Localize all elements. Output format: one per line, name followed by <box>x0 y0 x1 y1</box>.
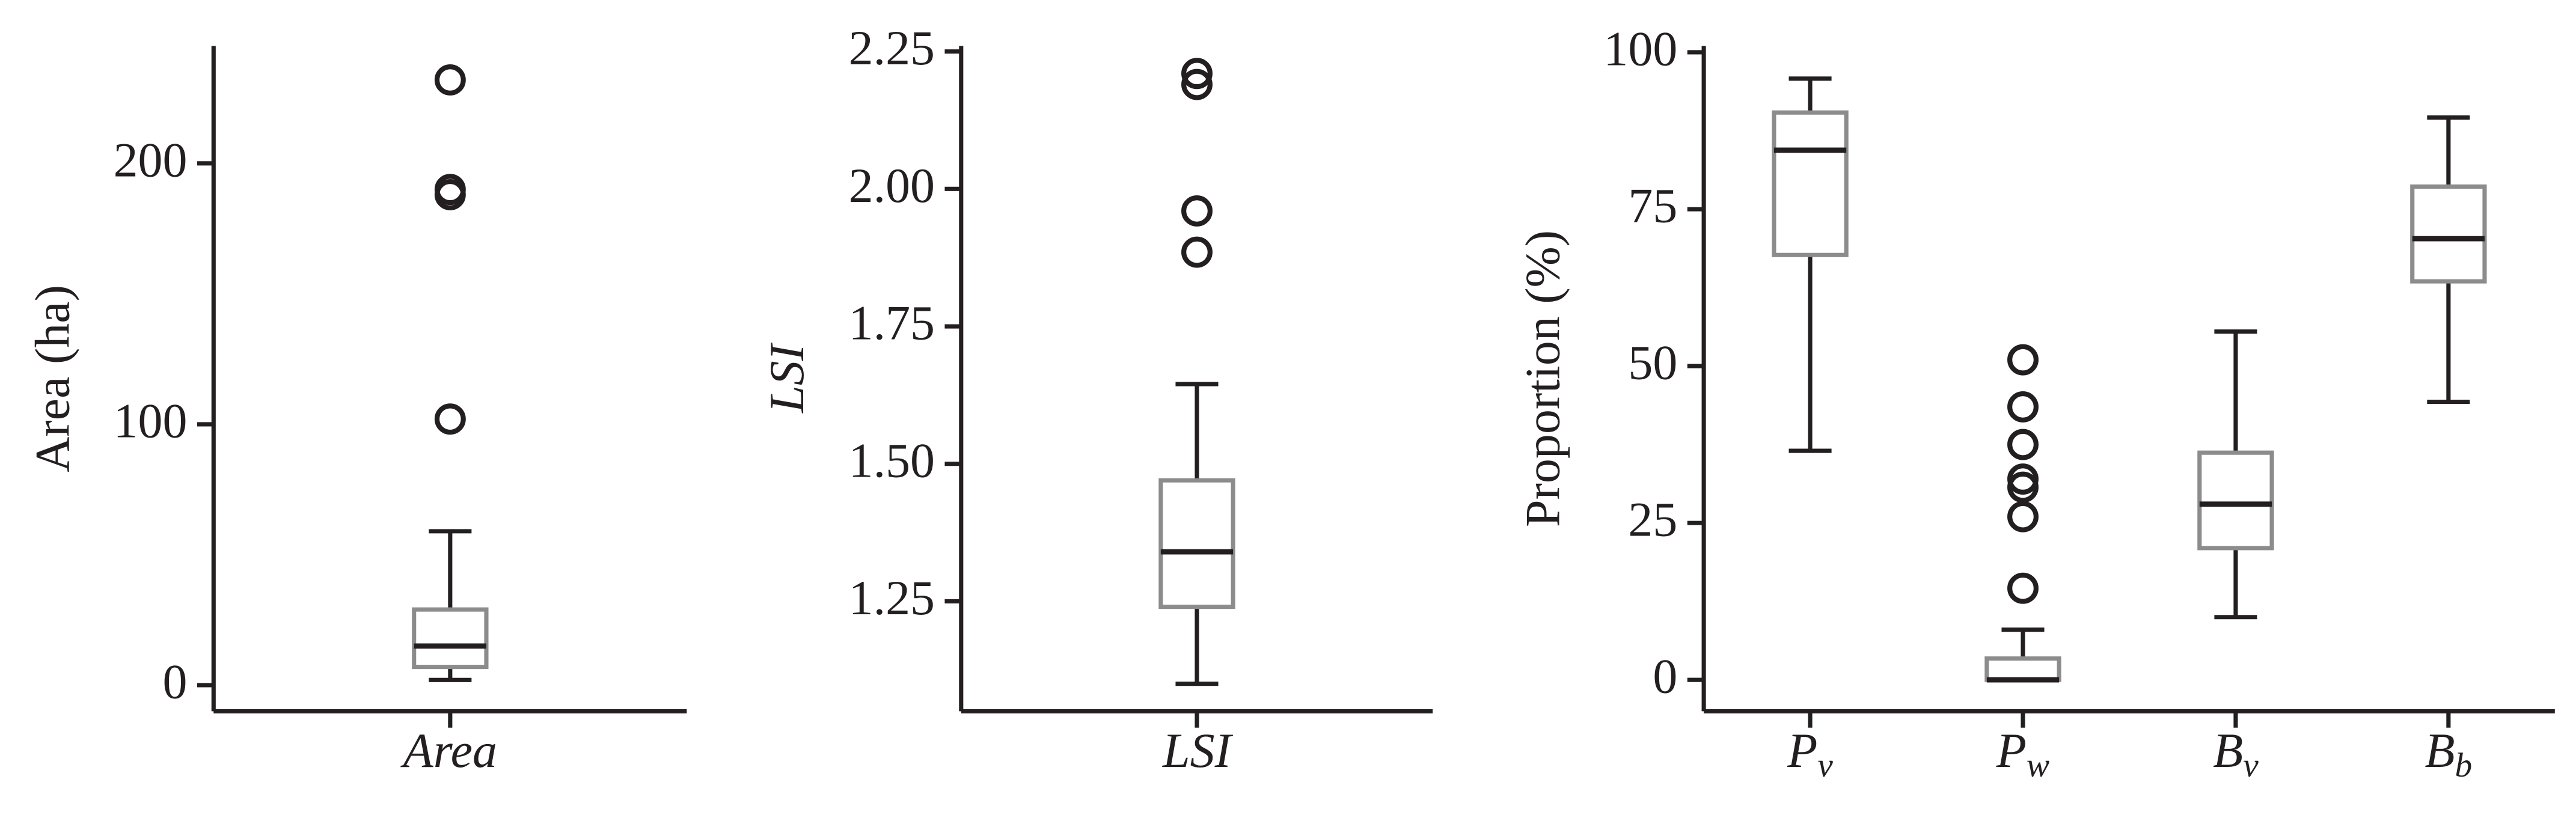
y-tick-label: 50 <box>1628 335 1677 390</box>
outlier <box>434 174 466 206</box>
category-base: P <box>1996 723 2027 778</box>
category-sub: w <box>2027 746 2049 784</box>
outlier <box>2007 344 2039 376</box>
category-base: B <box>2213 723 2243 778</box>
y-axis-label: LSI <box>759 342 814 414</box>
y-tick-label: 1.75 <box>849 296 935 350</box>
outlier <box>434 403 466 435</box>
y-tick-label: 0 <box>1653 649 1677 704</box>
y-tick-label: 25 <box>1628 492 1677 547</box>
category-sub: v <box>2243 746 2259 784</box>
category-base: P <box>1787 723 1817 778</box>
chart: 1.25 1.50 1.75 2.00 2.25 LSI LSI <box>759 20 1433 778</box>
y-tick-label: 1.25 <box>849 570 935 625</box>
x-tick-label: Bv <box>2213 723 2259 784</box>
y-tick-label: 2.00 <box>849 158 935 213</box>
y-tick-label: 200 <box>114 132 188 187</box>
outlier <box>1181 236 1213 268</box>
chart: 0 100 200 Area (ha) Area <box>25 46 687 778</box>
y-axis-label: Proportion (%) <box>1515 230 1570 527</box>
category-base: B <box>2425 723 2455 778</box>
x-tick-label: LSI <box>1162 723 1234 778</box>
outlier <box>2007 429 2039 460</box>
box <box>2410 184 2487 284</box>
outlier <box>434 64 466 96</box>
y-axis-label: Area (ha) <box>25 285 79 472</box>
outlier <box>1181 195 1213 227</box>
outlier <box>2007 463 2039 495</box>
outlier <box>2007 572 2039 604</box>
box <box>412 607 489 670</box>
figure-body: 0 100 200 Area (ha) Area 1.25 1.50 1.75 2.00 2.25… <box>25 20 2555 784</box>
y-tick-label: 2.25 <box>849 20 935 75</box>
x-tick-label: Bb <box>2425 723 2472 784</box>
y-tick-label: 100 <box>114 393 188 448</box>
x-tick-label: Area <box>400 723 497 778</box>
outlier <box>2007 391 2039 423</box>
box <box>1984 656 2061 682</box>
category-sub: b <box>2455 746 2473 784</box>
outlier <box>2007 501 2039 533</box>
x-tick-label: Pv <box>1787 723 1833 784</box>
y-tick-label: 100 <box>1603 22 1677 76</box>
x-tick-label: Pw <box>1996 723 2049 784</box>
y-tick-label: 75 <box>1628 179 1677 233</box>
box <box>1158 478 1235 609</box>
box <box>2197 450 2274 551</box>
y-tick-label: 0 <box>163 655 188 709</box>
box <box>1772 110 1849 257</box>
outlier <box>1181 69 1213 100</box>
category-sub: v <box>1817 746 1833 784</box>
outlier <box>1181 58 1213 90</box>
y-tick-label: 1.50 <box>849 433 935 487</box>
